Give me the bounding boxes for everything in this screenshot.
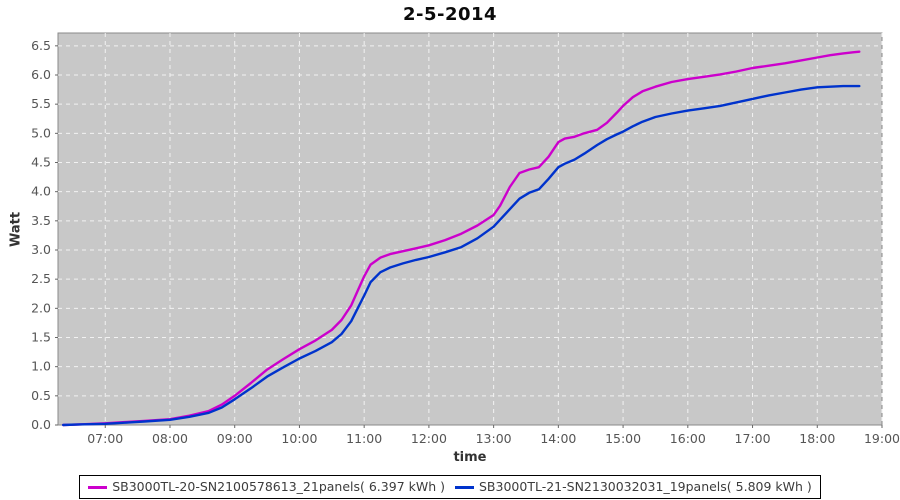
x-tick-label: 17:00 (735, 431, 771, 446)
y-tick-label: 5.5 (31, 96, 51, 111)
series-line-swatch-magenta (88, 486, 108, 489)
y-tick-label: 2.5 (31, 271, 51, 286)
x-axis-label: time (453, 450, 487, 465)
y-tick-label: 3.0 (31, 242, 51, 257)
y-tick-label: 4.0 (31, 184, 51, 199)
y-tick-label: 1.0 (31, 359, 51, 374)
legend-label: SB3000TL-20-SN2100578613_21panels( 6.397… (112, 479, 445, 494)
plot-area: 07:00 08:00 09:00 10:00 11:00 12:00 13:00 14:00… (31, 32, 900, 446)
legend-label: SB3000TL-21-SN2130032031_19panels( 5.809… (479, 479, 812, 494)
y-tick-label: 0.5 (31, 388, 51, 403)
legend-item-inverter-21: SB3000TL-21-SN2130032031_19panels( 5.809… (455, 479, 812, 494)
y-tick-label: 6.0 (31, 67, 51, 82)
y-tick-label: 6.5 (31, 38, 51, 53)
chart-title: 2-5-2014 (402, 4, 498, 25)
x-tick-label: 13:00 (476, 431, 512, 446)
x-tick-label: 15:00 (605, 431, 641, 446)
x-tick-label: 10:00 (281, 431, 317, 446)
x-tick-label: 08:00 (152, 431, 188, 446)
y-tick-label: 4.5 (31, 155, 51, 170)
series-line-swatch-blue (455, 486, 474, 489)
legend-item-inverter-20: SB3000TL-20-SN2100578613_21panels( 6.397… (88, 479, 445, 494)
x-tick-label: 16:00 (670, 431, 706, 446)
y-tick-label: 5.0 (31, 125, 51, 140)
y-tick-label: 0.0 (31, 417, 51, 432)
x-tick-label: 18:00 (799, 431, 835, 446)
y-tick-label: 3.5 (31, 213, 51, 228)
series-line-0 (62, 50, 861, 427)
series-line-1 (62, 84, 861, 427)
x-tick-label: 19:00 (864, 431, 900, 446)
y-tick-label: 1.5 (31, 330, 51, 345)
legend-box: SB3000TL-20-SN2100578613_21panels( 6.397… (79, 475, 821, 499)
x-tick-label: 09:00 (217, 431, 253, 446)
x-tick-label: 07:00 (87, 431, 123, 446)
x-tick-label: 12:00 (411, 431, 447, 446)
y-tick-label: 2.0 (31, 300, 51, 315)
legend: SB3000TL-20-SN2100578613_21panels( 6.397… (0, 473, 900, 499)
x-tick-label: 11:00 (346, 431, 382, 446)
x-tick-label: 14:00 (540, 431, 576, 446)
